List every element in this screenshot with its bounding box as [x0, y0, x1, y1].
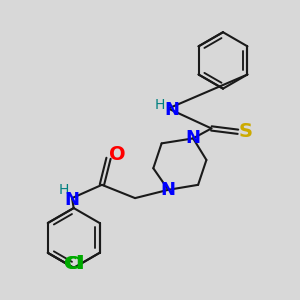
Text: O: O — [109, 146, 125, 164]
Text: H: H — [155, 98, 165, 112]
Text: S: S — [238, 122, 252, 141]
Text: Cl: Cl — [65, 256, 84, 274]
Text: H: H — [58, 183, 69, 197]
Text: N: N — [186, 129, 201, 147]
Text: N: N — [161, 181, 176, 199]
Text: N: N — [64, 191, 80, 209]
Text: Cl: Cl — [63, 256, 83, 274]
Text: N: N — [165, 101, 180, 119]
